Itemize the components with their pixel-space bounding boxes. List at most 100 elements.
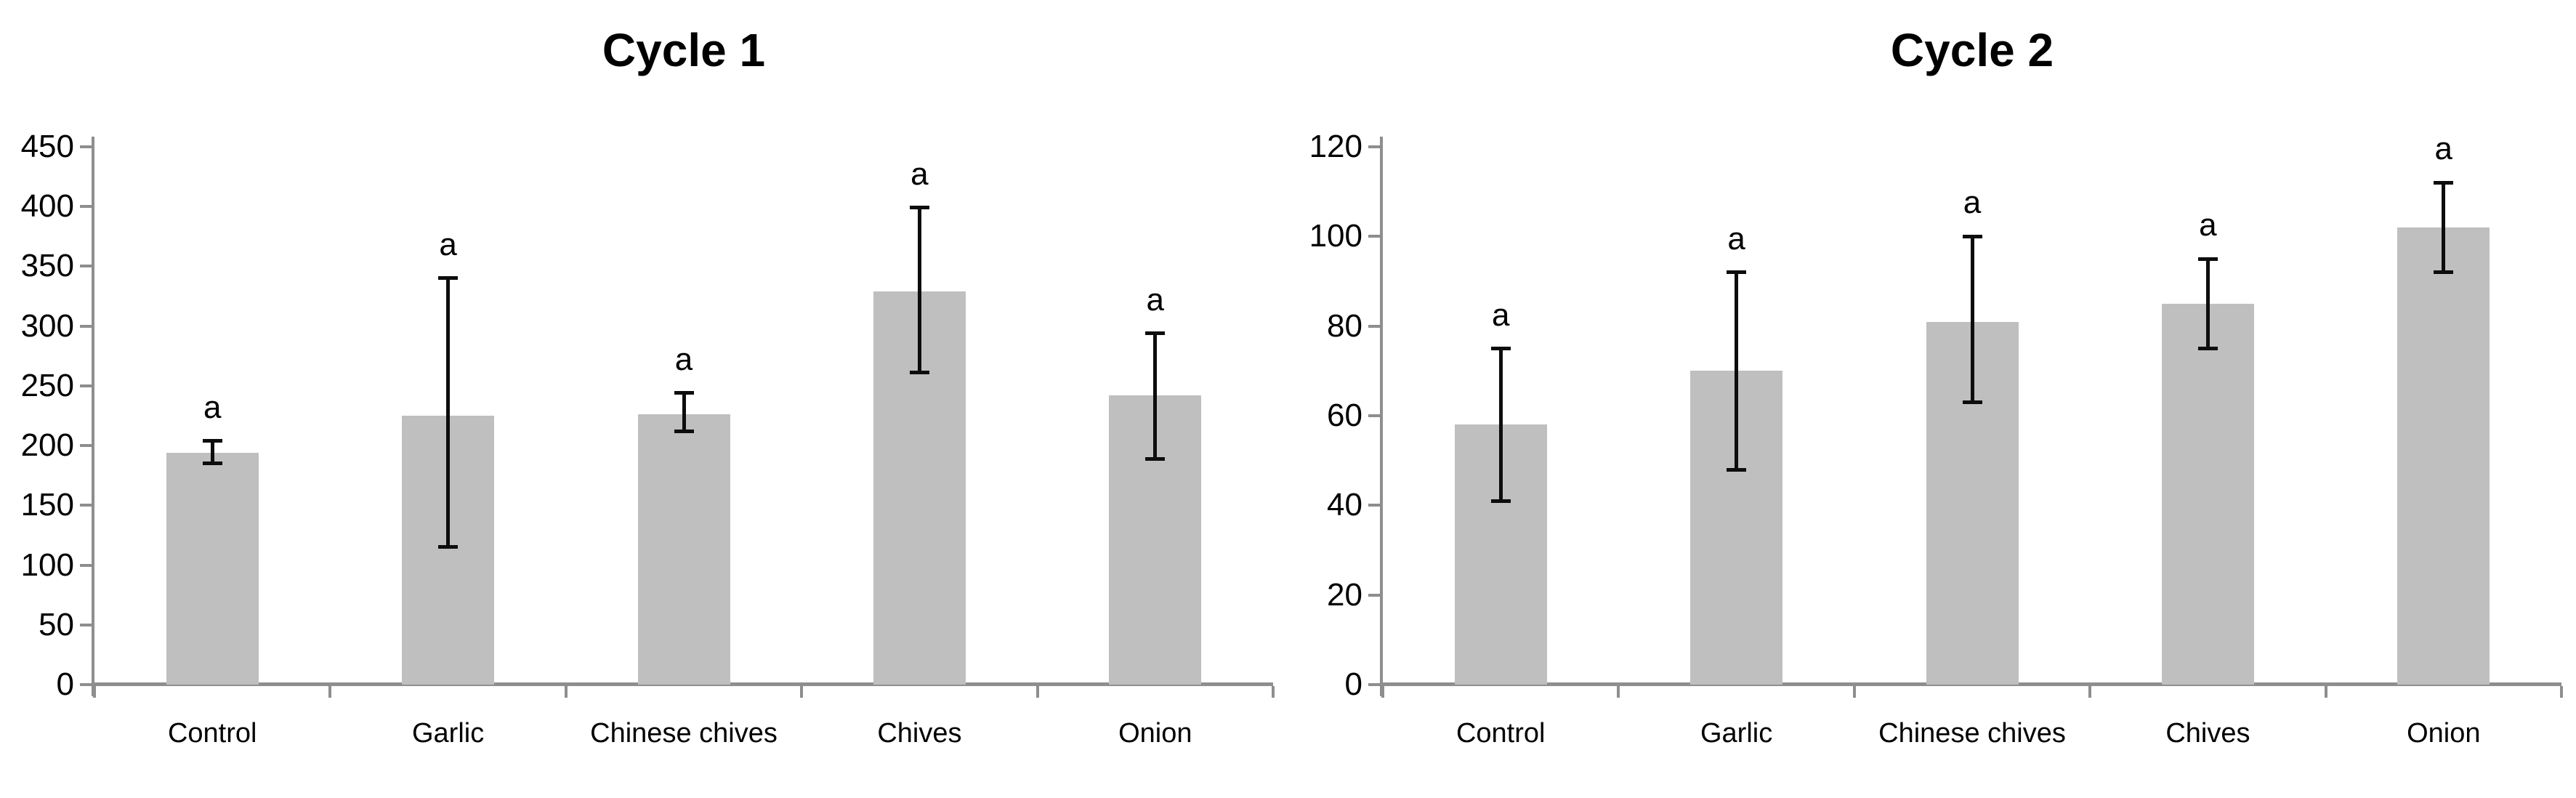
bar [2397, 227, 2490, 685]
error-bar-cap-bottom [1727, 467, 1747, 472]
x-category-label: Chives [877, 718, 962, 749]
significance-letter: a [1963, 185, 1982, 221]
cycle2-chart: Cycle 2 120 100 80 60 40 20 0 a Control a Garlic a C… [1288, 0, 2576, 798]
error-bar-line [1153, 333, 1158, 459]
y-tick-label: 200 [20, 427, 74, 464]
error-bar-cap-bottom [1962, 400, 1982, 404]
error-bar-cap-bottom [1145, 456, 1166, 461]
x-axis-tick [2560, 686, 2563, 698]
x-axis-tick [1617, 686, 1620, 698]
error-bar-cap-top [909, 206, 929, 210]
error-bar-line [210, 440, 214, 464]
y-axis-tick [80, 324, 92, 328]
chart-title: Cycle 1 [602, 24, 766, 76]
y-tick-label: 60 [1327, 398, 1362, 433]
y-axis-line [92, 137, 94, 696]
x-axis-tick [1035, 686, 1039, 698]
x-axis-tick [800, 686, 804, 698]
error-bar-cap-bottom [2434, 270, 2454, 275]
x-category-label: Garlic [411, 718, 485, 749]
y-tick-label: 20 [1327, 576, 1362, 613]
y-axis-tick [80, 205, 92, 209]
x-category-label: Control [1455, 718, 1546, 749]
error-bar-cap-top [2434, 180, 2454, 185]
x-axis-tick [1272, 686, 1275, 698]
y-axis-tick [80, 265, 92, 268]
significance-letter: a [911, 156, 929, 192]
error-bar-cap-top [1145, 331, 1166, 336]
y-tick-label: 400 [20, 188, 74, 225]
error-bar-cap-top [674, 391, 694, 395]
x-axis-tick [1381, 686, 1384, 698]
y-axis-tick [80, 444, 92, 448]
error-bar-cap-bottom [438, 545, 459, 549]
error-bar-cap-bottom [2197, 347, 2218, 350]
error-bar-line [446, 278, 451, 547]
x-category-label: Chinese chives [1878, 718, 2066, 749]
significance-letter: a [2199, 207, 2217, 243]
y-tick-label: 80 [1327, 307, 1362, 344]
error-bar-cap-top [1727, 270, 1747, 275]
x-axis-tick [93, 686, 96, 698]
y-axis-tick [80, 145, 92, 148]
error-bar-line [2442, 182, 2446, 273]
error-bar-cap-top [1490, 347, 1511, 350]
error-bar-cap-top [1962, 234, 1982, 238]
y-tick-label: 350 [20, 248, 74, 284]
error-bar-cap-bottom [1490, 499, 1511, 503]
y-tick-label: 450 [20, 129, 74, 164]
x-axis-tick [1852, 686, 1856, 698]
bar [2161, 303, 2254, 685]
x-axis-tick [328, 686, 332, 698]
error-bar-line [682, 392, 686, 432]
y-tick-label: 250 [20, 367, 74, 403]
y-axis-tick [1368, 593, 1380, 597]
y-tick-label: 0 [56, 666, 74, 702]
error-bar-cap-bottom [674, 429, 694, 433]
y-axis-tick [1368, 504, 1380, 507]
x-axis-tick [2088, 686, 2092, 698]
error-bar-line [917, 207, 921, 373]
y-tick-label: 300 [20, 307, 74, 344]
bar [166, 452, 259, 685]
error-bar-line [2205, 259, 2210, 349]
error-bar-cap-bottom [909, 371, 929, 375]
bar [637, 414, 730, 685]
y-tick-label: 0 [1344, 666, 1362, 702]
y-axis-tick [80, 563, 92, 567]
error-bar-line [1498, 348, 1503, 501]
x-axis-tick [2324, 686, 2327, 698]
error-bar-line [1735, 272, 1739, 469]
error-bar-cap-top [438, 276, 459, 281]
y-axis-tick [1368, 235, 1380, 238]
significance-letter: a [1491, 297, 1510, 333]
significance-letter: a [203, 389, 222, 425]
x-category-label: Onion [1118, 718, 1192, 749]
y-tick-label: 100 [20, 547, 74, 583]
significance-letter: a [1146, 281, 1165, 318]
x-category-label: Onion [2407, 718, 2481, 749]
y-axis-tick [1368, 145, 1380, 148]
x-axis-tick [564, 686, 568, 698]
y-axis-tick [80, 504, 92, 507]
y-axis-tick [1368, 414, 1380, 417]
x-category-label: Chives [2165, 718, 2250, 749]
y-tick-label: 150 [20, 487, 74, 523]
y-tick-label: 100 [1309, 218, 1362, 254]
significance-letter: a [1727, 220, 1745, 257]
y-axis-tick [1368, 324, 1380, 328]
cycle2-plot-area: 120 100 80 60 40 20 0 a Control a Garlic a Chinese c… [1288, 0, 2576, 798]
x-category-label: Chinese chives [590, 718, 778, 749]
cycle1-chart: Cycle 1 450 400 350 300 250 200 150 100 50 0 a Cont… [20, 24, 1275, 749]
x-category-label: Garlic [1700, 718, 1773, 749]
y-axis-tick [80, 384, 92, 387]
error-bar-cap-bottom [202, 462, 222, 466]
significance-letter: a [439, 226, 457, 262]
y-axis-tick [80, 623, 92, 626]
chart-title: Cycle 2 [1890, 24, 2054, 76]
error-bar-cap-top [2197, 257, 2218, 261]
error-bar-line [1970, 236, 1974, 403]
y-tick-label: 50 [39, 606, 74, 642]
error-bar-cap-top [202, 439, 222, 443]
y-axis-tick [1368, 683, 1380, 686]
